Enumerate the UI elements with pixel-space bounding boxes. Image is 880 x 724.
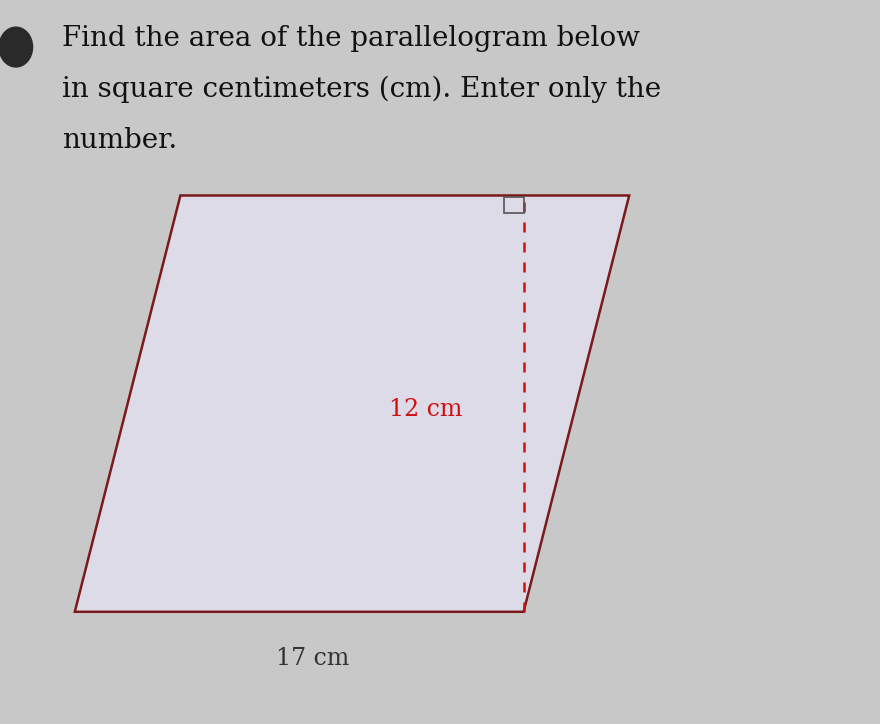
Text: Find the area of the parallelogram below: Find the area of the parallelogram below: [62, 25, 640, 52]
Ellipse shape: [0, 27, 33, 67]
Text: 12 cm: 12 cm: [389, 397, 462, 421]
Polygon shape: [75, 195, 629, 612]
Text: 17 cm: 17 cm: [275, 647, 349, 670]
Text: in square centimeters (cm). Enter only the: in square centimeters (cm). Enter only t…: [62, 76, 661, 104]
Text: number.: number.: [62, 127, 177, 153]
